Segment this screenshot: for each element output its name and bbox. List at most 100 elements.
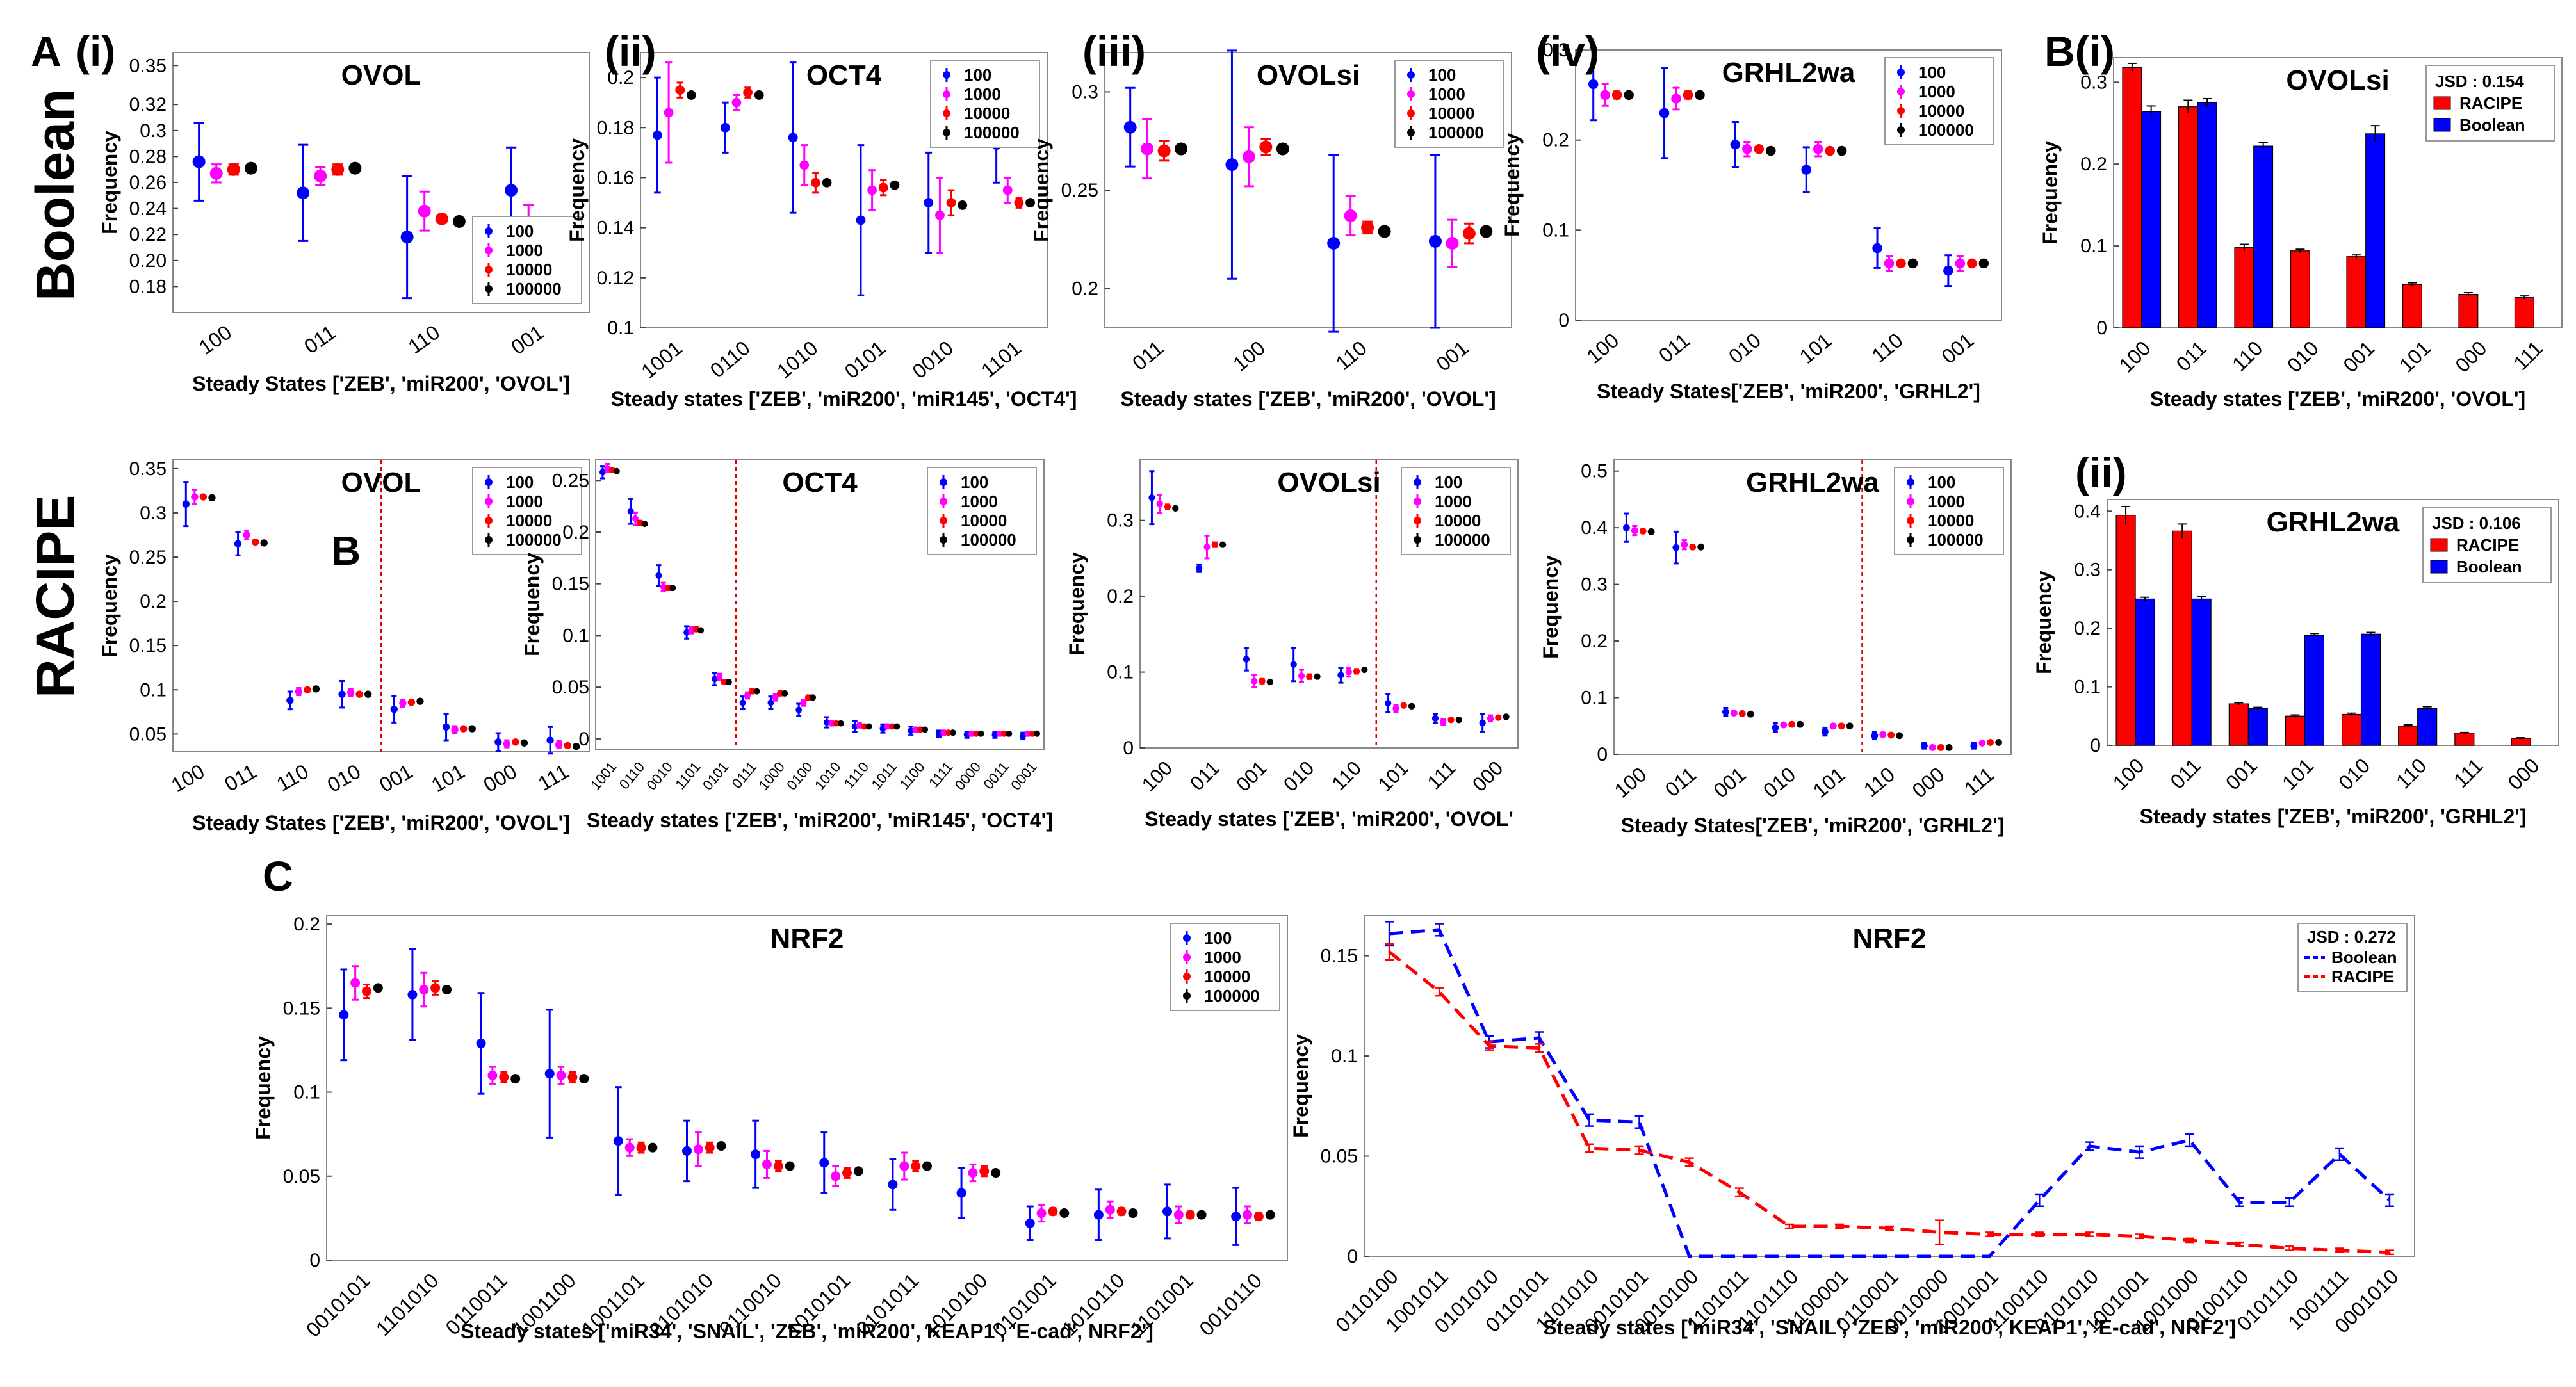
bar xyxy=(2247,708,2268,746)
y-tick-label: 0 xyxy=(578,729,589,750)
data-point xyxy=(546,736,554,744)
data-point xyxy=(1970,742,1978,750)
data-point xyxy=(1742,143,1752,154)
data-point xyxy=(956,1188,966,1198)
data-point xyxy=(295,688,303,695)
data-point xyxy=(1259,677,1266,685)
data-point xyxy=(636,1142,646,1153)
y-tick-label: 0.2 xyxy=(2074,618,2101,639)
data-point xyxy=(804,694,811,701)
data-point xyxy=(1243,1210,1252,1220)
data-point xyxy=(1175,142,1188,156)
data-point xyxy=(773,1161,783,1171)
bar xyxy=(2290,250,2310,328)
legend: JSD : 0.154 RACIPE Boolean xyxy=(2425,65,2555,142)
plot-frame xyxy=(2107,499,2559,746)
bar xyxy=(2346,256,2367,328)
data-point xyxy=(1196,565,1203,572)
legend-marker xyxy=(940,478,947,486)
chart-A-RACIPE-OCT4: 00.050.10.150.20.25100101100010110101010… xyxy=(521,459,1053,832)
data-point xyxy=(889,723,896,730)
data-point xyxy=(669,585,676,592)
y-tick-label: 0.1 xyxy=(293,1082,320,1103)
x-tick-label: 110 xyxy=(1332,336,1371,375)
data-point xyxy=(795,706,803,713)
y-tick-label: 0.1 xyxy=(1107,662,1134,683)
data-point xyxy=(899,1161,909,1171)
y-tick-label: 0.16 xyxy=(597,167,634,188)
chart-title: GRHL2wa xyxy=(1746,467,1879,498)
x-tick-label: 011 xyxy=(1654,328,1694,367)
data-point xyxy=(1928,743,1936,751)
data-point xyxy=(613,467,620,474)
legend-label: 10000 xyxy=(506,260,552,279)
data-point xyxy=(1754,143,1765,154)
x-tick-label: 011 xyxy=(2165,754,2205,793)
legend-marker xyxy=(940,536,947,544)
data-point xyxy=(1730,139,1741,150)
plot-frame xyxy=(640,52,1048,328)
x-tick-label: 0010101 xyxy=(302,1269,375,1342)
x-tick-label: 101 xyxy=(2395,336,2435,377)
data-point xyxy=(968,730,975,737)
data-point xyxy=(1353,668,1360,675)
legend-swatch xyxy=(2430,560,2448,574)
data-point xyxy=(884,723,891,730)
y-tick-label: 0 xyxy=(309,1250,320,1271)
data-point xyxy=(390,705,398,713)
x-tick-label: 110 xyxy=(1867,328,1907,367)
legend-marker xyxy=(485,498,493,505)
plot-frame xyxy=(1139,459,1519,749)
data-point xyxy=(452,215,466,228)
chart-C-left: 00.050.10.150.20010101110101001100111001… xyxy=(252,914,1288,1343)
data-point xyxy=(833,720,840,727)
legend-label: 1000 xyxy=(1204,948,1241,967)
y-tick-label: 0.3 xyxy=(140,120,167,142)
data-point xyxy=(878,182,888,193)
chart-A-iv: 0 0.1 0.2 0.3 100 011 010 101 110 001 GRHL2wa Frequ… xyxy=(1501,40,2002,403)
data-point xyxy=(917,726,924,733)
bar xyxy=(2115,515,2136,746)
data-point xyxy=(1116,1206,1127,1217)
data-point xyxy=(487,1070,498,1080)
data-point xyxy=(364,690,372,698)
data-point xyxy=(451,726,459,734)
y-tick-label: 0.18 xyxy=(597,117,634,138)
data-point xyxy=(1788,720,1796,728)
data-point xyxy=(1392,705,1399,712)
y-tick-label: 0.25 xyxy=(1061,180,1098,201)
chart-B-i: 0 0.1 0.2 0.3 100 011 110 010 001 101 000 111 OVOLsi… xyxy=(2039,57,2563,410)
data-point xyxy=(297,186,310,200)
y-tick-label: 0.1 xyxy=(2080,236,2107,257)
legend-swatch xyxy=(2433,118,2451,132)
legend-label: 10000 xyxy=(506,511,552,530)
data-point xyxy=(1825,145,1835,156)
data-point xyxy=(996,730,1003,737)
y-tick-label: 0.2 xyxy=(140,591,167,612)
x-tick-label: 010 xyxy=(1279,757,1318,796)
data-point xyxy=(648,1142,658,1153)
legend-label: 100 xyxy=(1204,929,1232,948)
data-point xyxy=(1480,225,1493,238)
data-point xyxy=(494,738,502,746)
legend-swatch xyxy=(2430,538,2448,552)
y-tick-label: 0.24 xyxy=(129,199,167,220)
data-point xyxy=(1172,505,1179,512)
legend-marker xyxy=(940,517,947,524)
x-tick-label: 001 xyxy=(2338,336,2379,377)
data-point xyxy=(865,723,872,730)
x-tick-label: 1101010 xyxy=(371,1269,443,1340)
y-axis-label: Frequency xyxy=(1030,138,1053,242)
bar xyxy=(2511,738,2531,746)
x-tick-label: 0110 xyxy=(706,336,754,382)
legend-label: 10000 xyxy=(1435,511,1481,530)
legend-marker xyxy=(1897,69,1905,76)
data-point xyxy=(227,163,240,176)
data-point xyxy=(1462,227,1476,240)
x-axis-label: Steady states ['ZEB', 'miR200', 'OVOL'] xyxy=(2150,387,2525,410)
bar xyxy=(2122,67,2142,328)
data-point xyxy=(499,1072,509,1082)
data-point xyxy=(1276,142,1289,156)
x-tick-label: 000 xyxy=(480,759,521,797)
